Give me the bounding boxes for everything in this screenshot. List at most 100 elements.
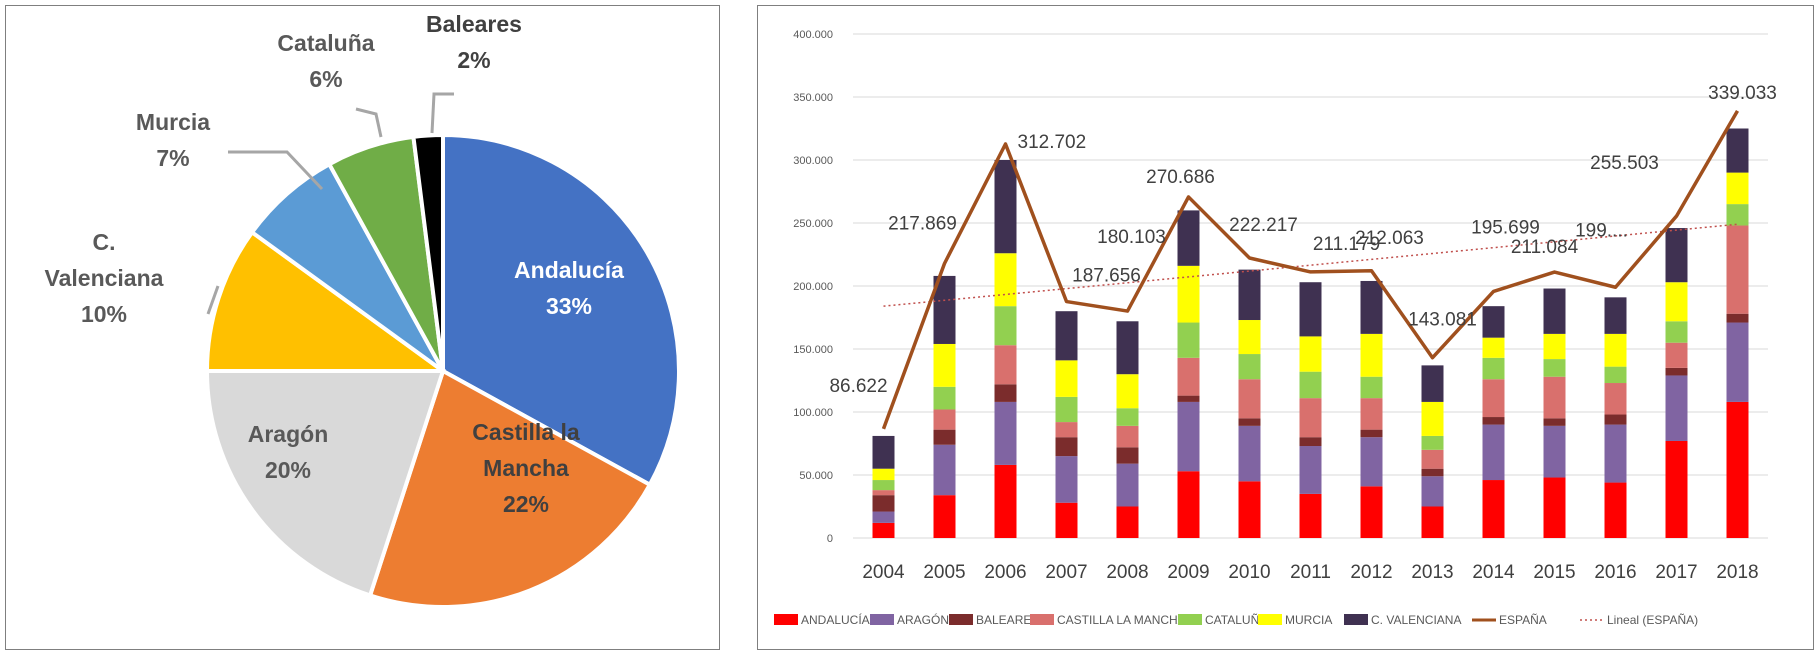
bar-andalucia-2015 bbox=[1543, 477, 1566, 538]
bar-c-valenciana-2015 bbox=[1543, 288, 1566, 334]
bar-baleares-2009 bbox=[1177, 395, 1200, 402]
pie-chart-panel: Andalucía 33% Castilla la Mancha 22% Aragón 20… bbox=[5, 5, 720, 650]
bar-aragon-2004 bbox=[872, 511, 895, 523]
bar-baleares-2013 bbox=[1421, 468, 1444, 477]
bar-c-valenciana-2008 bbox=[1116, 321, 1139, 375]
bar-baleares-2018 bbox=[1726, 313, 1749, 323]
x-tick-label: 2004 bbox=[862, 562, 905, 583]
bar-castilla-la-mancha-2016 bbox=[1604, 383, 1627, 415]
pie-label-name: Cataluña bbox=[277, 30, 374, 56]
legend-label-baleares: BALEARES bbox=[976, 613, 1039, 627]
pie-slice-andalucia bbox=[441, 132, 681, 488]
pie-slice-murcia bbox=[249, 161, 445, 373]
pie-label-aragon: Aragón 20% bbox=[248, 421, 329, 483]
legend-label-murcia: MURCIA bbox=[1285, 613, 1332, 627]
bar-castilla-la-mancha-2012 bbox=[1360, 398, 1383, 430]
x-tick-label: 2015 bbox=[1533, 562, 1575, 583]
bar-murcia-2015 bbox=[1543, 333, 1566, 360]
bar-andalucia-2007 bbox=[1055, 502, 1078, 538]
bar-baleares-2008 bbox=[1116, 447, 1139, 464]
bar-murcia-2017 bbox=[1665, 282, 1688, 322]
pie-label-name: Baleares bbox=[426, 11, 522, 37]
bar-c-valenciana-2005 bbox=[933, 275, 956, 344]
bar-andalucia-2016 bbox=[1604, 482, 1627, 538]
pie-label-percent: 2% bbox=[457, 47, 490, 73]
data-label-espana: 222.217 bbox=[1229, 215, 1298, 236]
bar-baleares-2011 bbox=[1299, 437, 1322, 447]
bar-c-valenciana-2017 bbox=[1665, 228, 1688, 283]
bar-baleares-2012 bbox=[1360, 429, 1383, 438]
bar-andalucia-2012 bbox=[1360, 486, 1383, 538]
bar-cataluna-2005 bbox=[933, 386, 956, 410]
pie-slices bbox=[204, 132, 681, 609]
bar-baleares-2010 bbox=[1238, 418, 1261, 426]
y-axis-ticks: 0 50.000 100.000 150.000 200.000 250.000 300.0… bbox=[793, 29, 833, 545]
bar-murcia-2006 bbox=[994, 253, 1017, 307]
bar-aragon-2013 bbox=[1421, 476, 1444, 507]
pie-label-cataluna: Cataluña 6% bbox=[277, 30, 374, 92]
bar-castilla-la-mancha-2011 bbox=[1299, 398, 1322, 438]
bar-andalucia-2017 bbox=[1665, 440, 1688, 538]
bar-cataluna-2013 bbox=[1421, 435, 1444, 450]
bar-castilla-la-mancha-2017 bbox=[1665, 342, 1688, 368]
pie-label-percent: 20% bbox=[265, 457, 311, 483]
y-tick-label: 150.000 bbox=[793, 344, 833, 356]
pie-slice-baleares bbox=[411, 132, 445, 372]
legend-swatch-andalucia bbox=[774, 614, 798, 625]
bar-aragon-2017 bbox=[1665, 375, 1688, 441]
legend-label-c-valenciana: C. VALENCIANA bbox=[1371, 613, 1461, 627]
pie-label-name: C. bbox=[93, 229, 116, 255]
bar-andalucia-2011 bbox=[1299, 493, 1322, 538]
y-tick-label: 350.000 bbox=[793, 92, 833, 104]
x-tick-label: 2011 bbox=[1290, 562, 1331, 583]
y-tick-label: 100.000 bbox=[793, 407, 833, 419]
data-label-espana: 86.622 bbox=[829, 376, 887, 397]
bar-aragon-2016 bbox=[1604, 424, 1627, 483]
bar-chart-panel: 0 50.000 100.000 150.000 200.000 250.000 300.0… bbox=[757, 5, 1814, 650]
pie-label-name: Castilla la bbox=[472, 419, 580, 445]
data-label-espana: 255.503 bbox=[1590, 153, 1659, 174]
bar-cataluna-2011 bbox=[1299, 371, 1322, 399]
legend-swatch-cataluna bbox=[1178, 614, 1202, 625]
pie-slice-c-valenciana bbox=[204, 229, 450, 373]
y-tick-label: 250.000 bbox=[793, 218, 833, 230]
bar-cataluna-2018 bbox=[1726, 204, 1749, 226]
bar-c-valenciana-2018 bbox=[1726, 128, 1749, 173]
bar-castilla-la-mancha-2006 bbox=[994, 345, 1017, 385]
bar-aragon-2011 bbox=[1299, 446, 1322, 494]
data-label-espana: 211.084 bbox=[1511, 237, 1579, 258]
bar-castilla-la-mancha-2018 bbox=[1726, 225, 1749, 314]
data-label-espana: 217.869 bbox=[888, 213, 957, 234]
y-tick-label: 200.000 bbox=[793, 281, 833, 293]
x-tick-label: 2017 bbox=[1655, 562, 1697, 583]
x-tick-label: 2014 bbox=[1472, 562, 1515, 583]
bar-murcia-2005 bbox=[933, 343, 956, 387]
bar-c-valenciana-2006 bbox=[994, 160, 1017, 254]
bar-c-valenciana-2016 bbox=[1604, 297, 1627, 334]
pie-label-c-valenciana: C. Valenciana 10% bbox=[45, 229, 164, 327]
legend-label-andalucia: ANDALUCÍA bbox=[801, 612, 870, 627]
bar-murcia-2009 bbox=[1177, 265, 1200, 323]
bar-andalucia-2005 bbox=[933, 495, 956, 538]
y-tick-label: 0 bbox=[827, 533, 833, 545]
bar-c-valenciana-2010 bbox=[1238, 269, 1261, 321]
pie-label-name: Murcia bbox=[136, 109, 210, 135]
y-tick-label: 400.000 bbox=[793, 29, 833, 41]
bar-c-valenciana-2011 bbox=[1299, 282, 1322, 337]
stacked-bar-chart: 0 50.000 100.000 150.000 200.000 250.000 300.0… bbox=[774, 29, 1777, 627]
bar-baleares-2007 bbox=[1055, 437, 1078, 457]
pie-label-percent: 33% bbox=[546, 293, 592, 319]
bar-cataluna-2012 bbox=[1360, 376, 1383, 399]
pie-label-percent: 6% bbox=[309, 66, 342, 92]
line-data-labels: 86.622 217.869 312.702 187.656 180.103 270.68… bbox=[829, 83, 1776, 397]
bar-murcia-2007 bbox=[1055, 360, 1078, 397]
bar-c-valenciana-2012 bbox=[1360, 280, 1383, 334]
bar-murcia-2008 bbox=[1116, 374, 1139, 409]
bar-c-valenciana-2004 bbox=[872, 435, 895, 469]
x-tick-label: 2010 bbox=[1228, 562, 1270, 583]
pie-chart: Andalucía 33% Castilla la Mancha 22% Aragón 20… bbox=[45, 11, 681, 609]
pie-label-name: Aragón bbox=[248, 421, 329, 447]
bar-cataluna-2017 bbox=[1665, 321, 1688, 343]
bar-aragon-2008 bbox=[1116, 463, 1139, 507]
pie-label-murcia: Murcia 7% bbox=[136, 109, 210, 171]
